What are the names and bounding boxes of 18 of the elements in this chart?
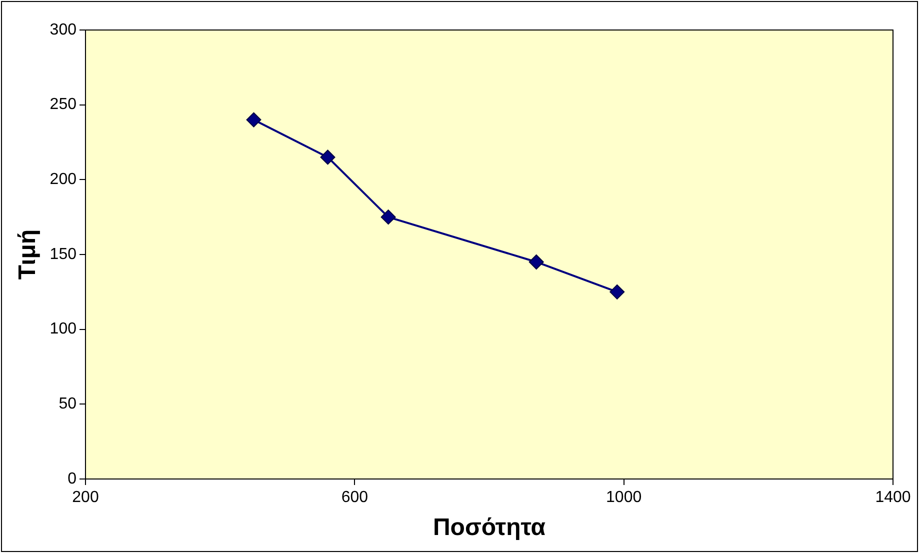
point	[320, 150, 336, 165]
point	[610, 284, 625, 300]
x-tick-label: 600	[341, 489, 368, 506]
y-tick-label: 100	[50, 320, 77, 338]
y-tick-label: 150	[50, 246, 77, 263]
y-axis-title: Τιμή	[14, 229, 42, 280]
point	[528, 254, 544, 270]
x-axis-title: Ποσότητα	[432, 514, 546, 542]
y-tick-label: 0	[68, 470, 77, 488]
x-tick-label: 1000	[606, 489, 642, 506]
y-tick-label: 200	[50, 171, 77, 188]
x-tick-label: 200	[72, 489, 99, 506]
y-tick-label: 300	[50, 21, 77, 38]
y-tick-label: 50	[58, 396, 77, 413]
point	[246, 112, 262, 128]
point	[380, 210, 396, 225]
x-tick-label: 1400	[875, 489, 911, 506]
y-tick-label: 250	[50, 96, 77, 114]
